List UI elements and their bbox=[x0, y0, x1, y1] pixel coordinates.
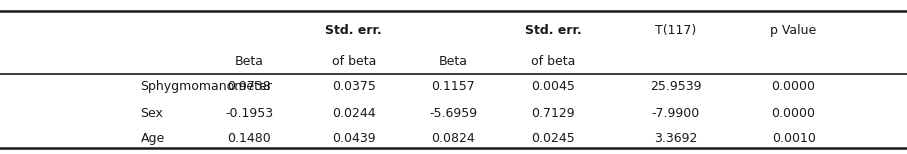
Text: Sphygmomanometer: Sphygmomanometer bbox=[141, 80, 272, 93]
Text: 0.0375: 0.0375 bbox=[332, 80, 375, 93]
Text: 0.0824: 0.0824 bbox=[432, 132, 475, 145]
Text: of beta: of beta bbox=[532, 55, 575, 68]
Text: 0.0010: 0.0010 bbox=[772, 132, 815, 145]
Text: 0.1157: 0.1157 bbox=[432, 80, 475, 93]
Text: 3.3692: 3.3692 bbox=[654, 132, 697, 145]
Text: 0.0045: 0.0045 bbox=[532, 80, 575, 93]
Text: Age: Age bbox=[141, 132, 165, 145]
Text: 0.0439: 0.0439 bbox=[332, 132, 375, 145]
Text: T(117): T(117) bbox=[655, 24, 697, 37]
Text: 0.0245: 0.0245 bbox=[532, 132, 575, 145]
Text: -5.6959: -5.6959 bbox=[429, 107, 478, 120]
Text: 25.9539: 25.9539 bbox=[650, 80, 701, 93]
Text: -0.1953: -0.1953 bbox=[225, 107, 274, 120]
Text: Std. err.: Std. err. bbox=[525, 24, 581, 37]
Text: Beta: Beta bbox=[235, 55, 264, 68]
Text: 0.0000: 0.0000 bbox=[772, 80, 815, 93]
Text: of beta: of beta bbox=[332, 55, 375, 68]
Text: 0.7129: 0.7129 bbox=[532, 107, 575, 120]
Text: 0.0244: 0.0244 bbox=[332, 107, 375, 120]
Text: p Value: p Value bbox=[771, 24, 816, 37]
Text: Std. err.: Std. err. bbox=[326, 24, 382, 37]
Text: Sex: Sex bbox=[141, 107, 163, 120]
Text: -7.9900: -7.9900 bbox=[651, 107, 700, 120]
Text: 0.0000: 0.0000 bbox=[772, 107, 815, 120]
Text: Beta: Beta bbox=[439, 55, 468, 68]
Text: 0.9738: 0.9738 bbox=[228, 80, 271, 93]
Text: 0.1480: 0.1480 bbox=[228, 132, 271, 145]
